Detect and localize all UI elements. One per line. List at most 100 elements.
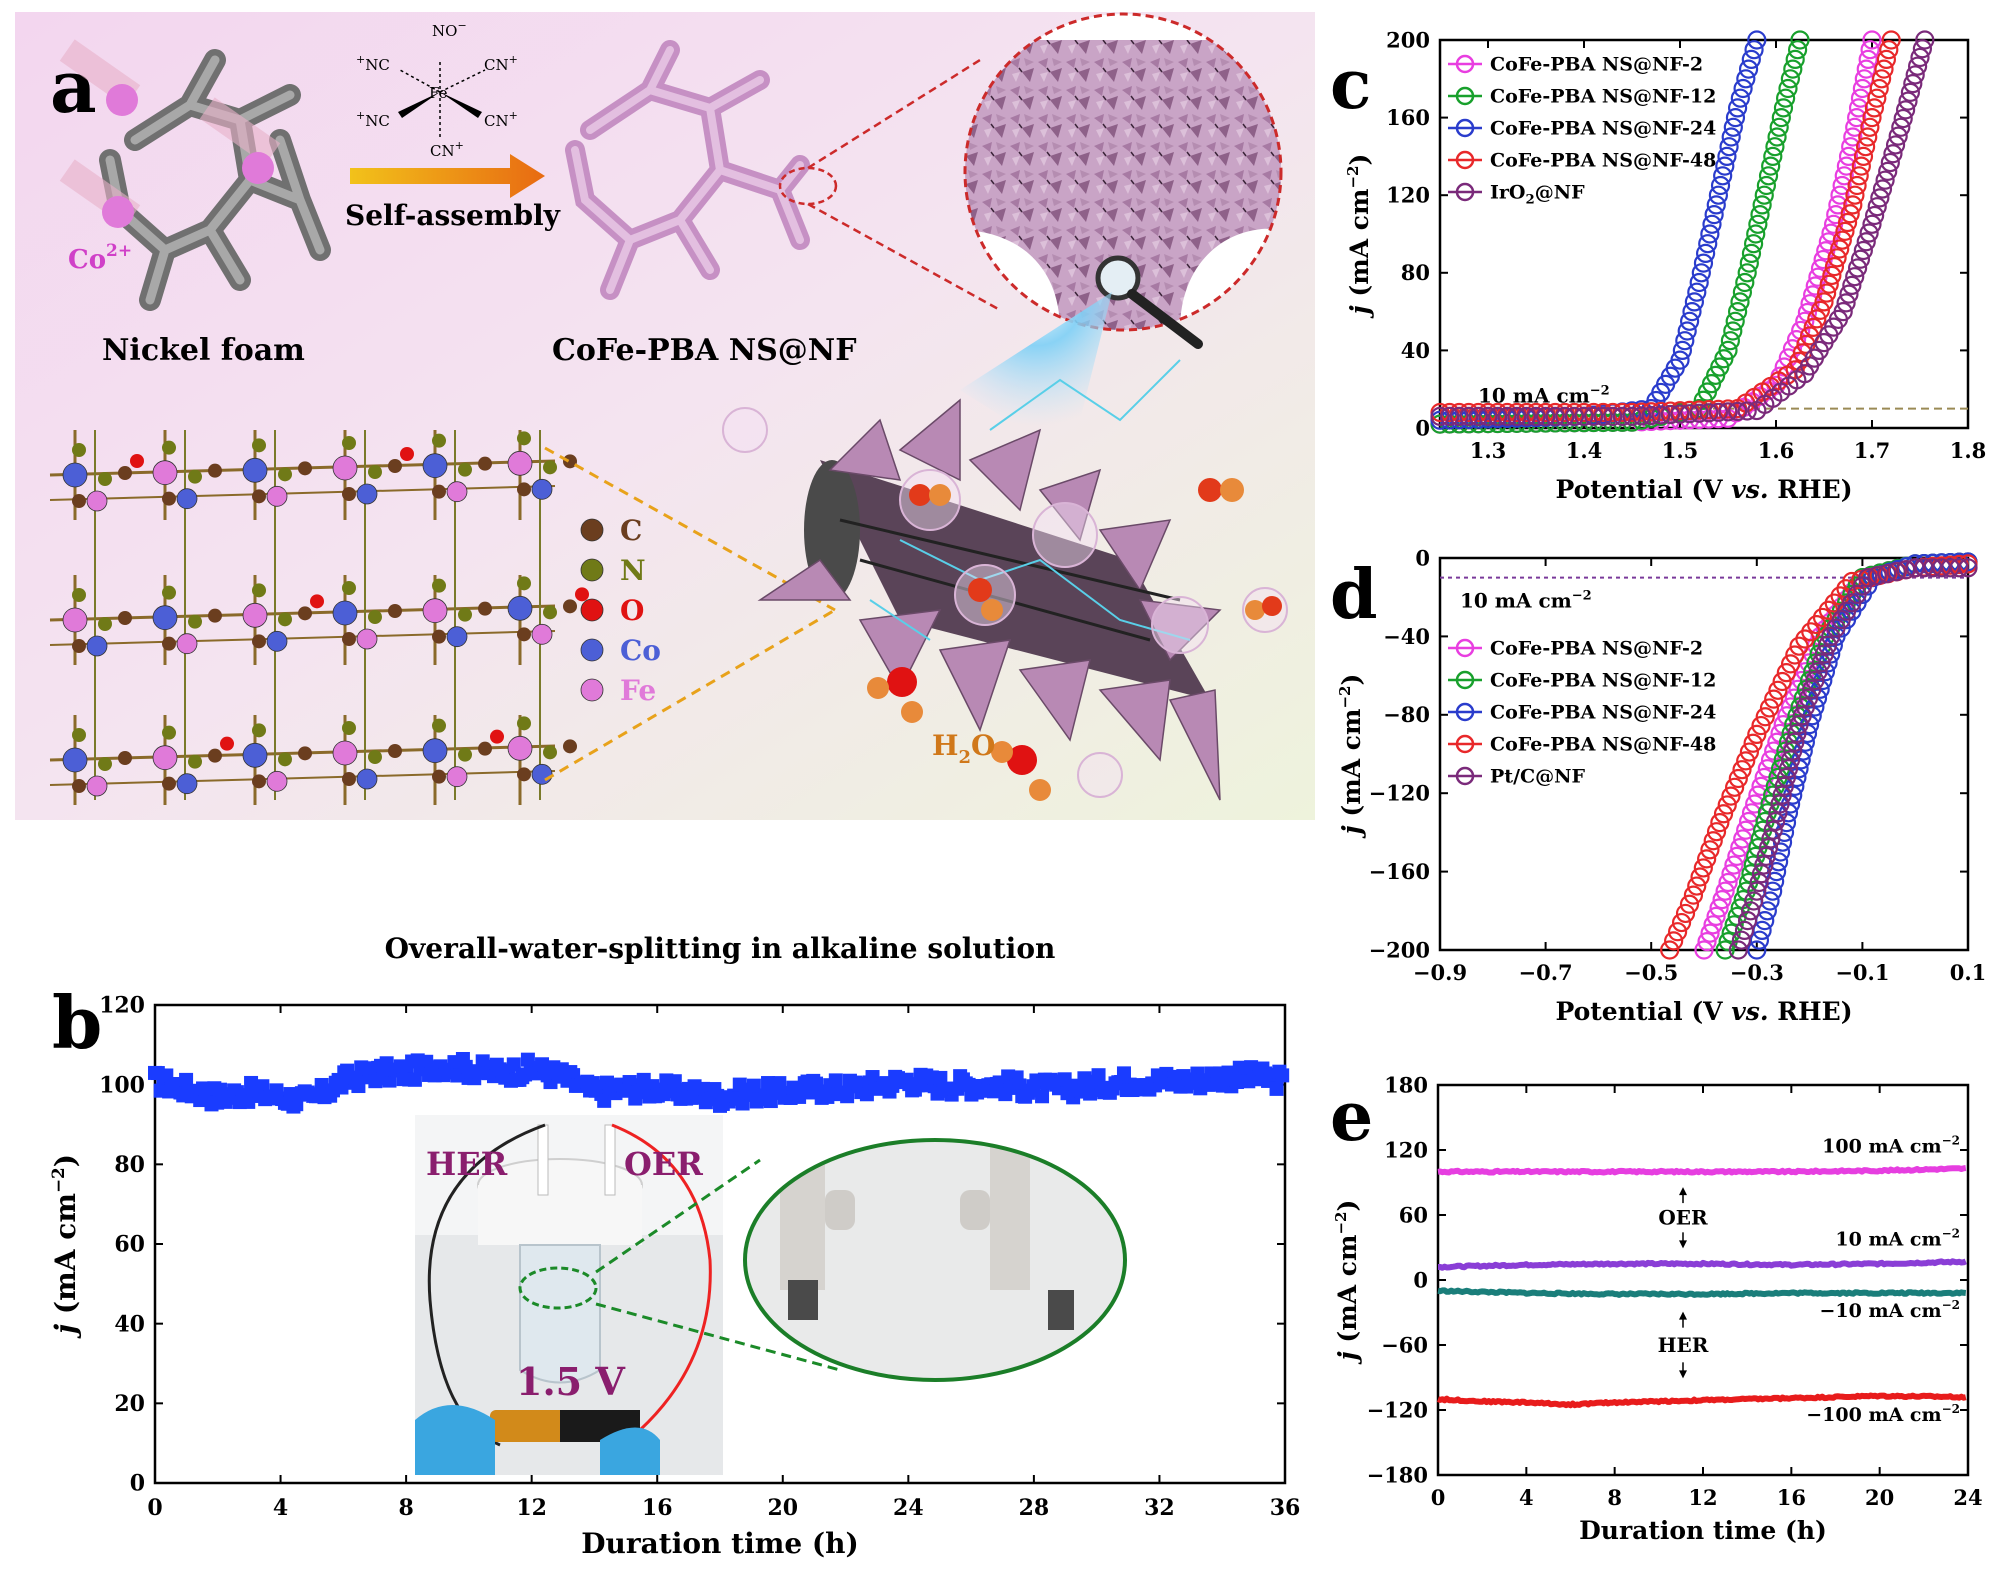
panel-d: d −0.9 −0.7 −0.5 −0.3 −0.1 0.1 −200 −160 −120 −80… bbox=[1330, 545, 1986, 1026]
data-point bbox=[1724, 915, 1744, 935]
data-point bbox=[1706, 195, 1726, 215]
data-point bbox=[1727, 302, 1748, 322]
data-point bbox=[1828, 195, 1848, 215]
data-point bbox=[1631, 406, 1652, 426]
lattice-atom bbox=[531, 623, 553, 645]
oer-label: OER bbox=[1658, 1206, 1708, 1230]
data-point bbox=[1878, 161, 1898, 181]
data-point bbox=[1847, 175, 1867, 196]
data-point bbox=[1690, 867, 1710, 887]
data-point bbox=[1838, 146, 1859, 166]
data-point bbox=[1723, 321, 1743, 341]
lattice-atom bbox=[458, 607, 472, 622]
data-point bbox=[1845, 267, 1865, 287]
data-point bbox=[1751, 864, 1772, 884]
data-point bbox=[1859, 223, 1879, 243]
series-line bbox=[1437, 1165, 1967, 1176]
legend-entry: CoFe-PBA NS@NF-12 bbox=[1490, 86, 1716, 108]
lattice-atom bbox=[342, 487, 356, 501]
lattice-atom bbox=[252, 438, 266, 453]
data-point bbox=[1679, 894, 1700, 914]
data-point bbox=[1827, 248, 1847, 268]
data-point bbox=[1775, 88, 1796, 108]
data-point bbox=[1858, 49, 1878, 70]
data-point bbox=[1269, 1081, 1284, 1096]
data-point bbox=[1765, 811, 1786, 832]
legend-entry: CoFe-PBA NS@NF-48 bbox=[1490, 150, 1716, 172]
x-axis-label: Duration time (h) bbox=[581, 1527, 859, 1560]
data-point bbox=[1698, 234, 1718, 254]
data-point bbox=[1603, 406, 1623, 426]
ligand-lower-left: +NC bbox=[356, 109, 390, 130]
y-axis-label-part: −2 bbox=[48, 1167, 68, 1193]
data-point bbox=[1747, 30, 1767, 50]
lattice-atom bbox=[242, 457, 268, 483]
current-density-annotation: −10 mA cm−2 bbox=[1819, 1298, 1960, 1322]
data-point bbox=[1671, 912, 1692, 933]
data-point bbox=[1795, 697, 1815, 717]
panel-e: e 0 4 8 12 16 20 24 −180 −120 −60 0 60 120 180 Duratio… bbox=[1330, 1072, 1983, 1545]
lattice-atom bbox=[252, 634, 266, 649]
data-point bbox=[1459, 406, 1479, 426]
data-point bbox=[1845, 117, 1865, 137]
y-tick-label: 180 bbox=[1384, 1072, 1428, 1097]
data-point bbox=[1880, 152, 1900, 173]
atom-legend-label: N bbox=[620, 554, 646, 587]
x-axis-label: Duration time (h) bbox=[1579, 1516, 1827, 1545]
h2o-label: H2O bbox=[932, 729, 995, 768]
data-point bbox=[1758, 838, 1779, 858]
lattice-atom bbox=[432, 433, 446, 448]
data-point bbox=[1737, 263, 1757, 283]
data-point bbox=[1747, 940, 1767, 960]
ligand-center: Fe bbox=[429, 84, 448, 102]
lattice-atom bbox=[446, 481, 468, 503]
data-point bbox=[1798, 688, 1819, 708]
y-axis-label-part: (mA cm bbox=[1337, 709, 1366, 826]
data-point bbox=[1733, 78, 1753, 99]
x-tick-label: 4 bbox=[273, 1495, 288, 1521]
data-point bbox=[1914, 558, 1934, 578]
x-tick-label: 4 bbox=[1519, 1485, 1534, 1510]
data-point bbox=[1839, 284, 1859, 304]
electrode-zoom-inset bbox=[743, 1138, 1127, 1382]
data-point bbox=[1713, 804, 1734, 824]
lattice-atom bbox=[278, 752, 292, 767]
lattice-atom bbox=[507, 735, 533, 761]
data-point bbox=[1699, 403, 1719, 423]
data-point bbox=[1834, 166, 1854, 186]
x-tick-label: 12 bbox=[516, 1495, 547, 1521]
data-point bbox=[1741, 803, 1762, 823]
data-point bbox=[1832, 230, 1852, 250]
x-axis-label-part: vs. bbox=[1731, 997, 1768, 1026]
data-point bbox=[1817, 283, 1837, 303]
lattice-atom bbox=[62, 462, 88, 488]
lattice-atom bbox=[162, 776, 176, 791]
lattice-atom bbox=[478, 601, 492, 616]
x-tick-label: 1.5 bbox=[1662, 438, 1699, 463]
data-point bbox=[1710, 175, 1731, 196]
her-label: HER bbox=[1658, 1333, 1709, 1357]
data-point bbox=[1814, 292, 1834, 312]
annotation-part: 10 mA cm bbox=[1835, 1229, 1941, 1251]
data-point bbox=[1746, 224, 1766, 244]
data-point bbox=[1768, 852, 1789, 872]
data-point bbox=[1876, 49, 1897, 70]
data-point bbox=[1697, 849, 1717, 869]
data-point bbox=[1764, 689, 1784, 709]
data-point bbox=[1727, 401, 1748, 422]
data-point bbox=[1545, 406, 1565, 426]
lattice-atom bbox=[208, 608, 222, 623]
her-arrow-head bbox=[1679, 1370, 1687, 1379]
data-point bbox=[1750, 205, 1770, 225]
lattice-atom bbox=[118, 751, 132, 765]
y-axis-label-part: ) bbox=[49, 1154, 82, 1167]
y-tick-label: 0 bbox=[1415, 545, 1430, 570]
data-point bbox=[1772, 671, 1792, 692]
data-point bbox=[1721, 923, 1741, 943]
data-point bbox=[1703, 831, 1723, 851]
data-point bbox=[1886, 562, 1906, 582]
lattice-atom bbox=[342, 581, 356, 595]
y-axis-label: j (mA cm−2) bbox=[48, 1154, 82, 1339]
data-point bbox=[1896, 560, 1916, 580]
data-point bbox=[1822, 265, 1842, 286]
